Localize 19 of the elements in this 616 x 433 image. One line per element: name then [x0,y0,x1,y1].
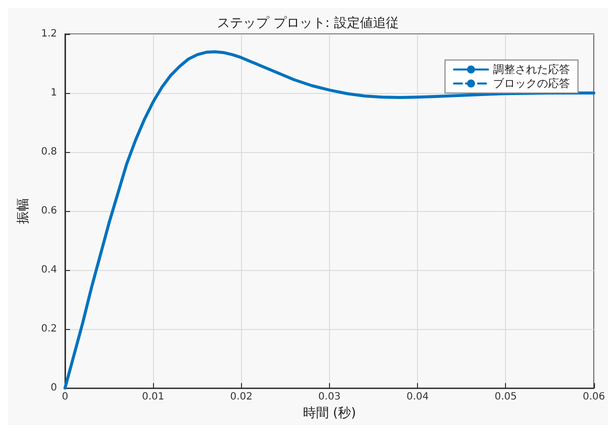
y-axis-title: 振幅 [16,198,32,224]
x-tick-label: 0 [62,392,68,403]
legend-label: 調整された応答 [493,63,570,76]
x-tick-label: 0.01 [142,392,164,403]
x-tick-label: 0.03 [318,392,341,403]
y-tick-label: 0.8 [41,146,57,158]
y-tick-label: 0.4 [41,264,57,276]
x-tick-label: 0.05 [494,392,517,403]
y-tick-label: 1 [50,88,57,99]
y-tick-label: 1.2 [41,28,57,40]
x-tick-label: 0.04 [406,392,429,403]
legend-label: ブロックの応答 [493,77,570,90]
y-tick-label: 0 [50,382,57,394]
chart-title: ステップ プロット: 設定値追従 [217,16,399,31]
x-tick-label: 0.06 [582,392,605,403]
x-tick-label: 0.02 [230,392,252,403]
y-tick-label: 0.2 [41,324,57,335]
y-tick-label: 0.6 [41,206,57,217]
x-axis-title: 時間 (秒) [302,406,356,421]
